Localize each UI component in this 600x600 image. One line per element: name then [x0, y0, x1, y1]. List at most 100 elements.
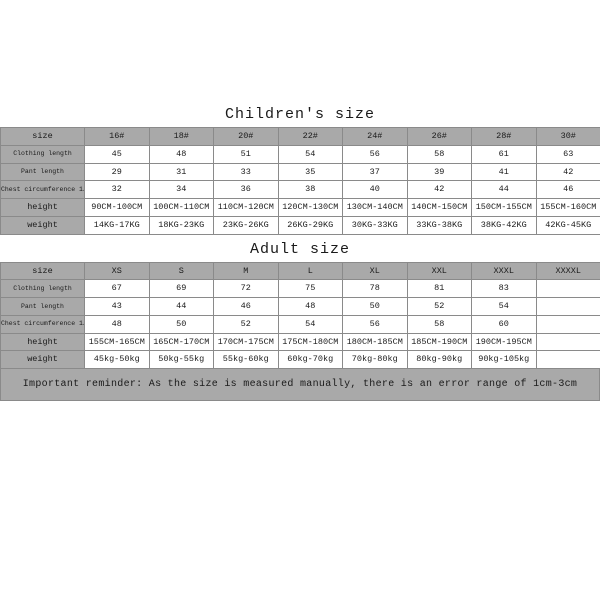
- table-cell: 48: [149, 145, 214, 163]
- children-clothing-row: Clothing length 45 48 51 54 56 58 61 63: [1, 145, 600, 163]
- table-cell: 50: [149, 315, 214, 333]
- table-cell: 90CM-100CM: [85, 199, 150, 217]
- children-chest-label: Chest circumference 1/2: [1, 181, 85, 199]
- table-cell: 46: [536, 181, 600, 199]
- table-cell: 180CM-185CM: [343, 333, 408, 351]
- table-cell: 110CM-120CM: [214, 199, 279, 217]
- table-cell: 81: [407, 280, 472, 298]
- table-cell: 83: [472, 280, 537, 298]
- table-cell: 175CM-180CM: [278, 333, 343, 351]
- children-height-row: height 90CM-100CM 100CM-110CM 110CM-120C…: [1, 199, 600, 217]
- table-cell: 52: [214, 315, 279, 333]
- table-cell: 50kg-55kg: [149, 351, 214, 369]
- table-cell: 36: [214, 181, 279, 199]
- table-cell: 72: [214, 280, 279, 298]
- table-cell: 43: [85, 298, 150, 316]
- table-cell: 42: [407, 181, 472, 199]
- children-pant-row: Pant length 29 31 33 35 37 39 41 42: [1, 163, 600, 181]
- table-cell: M: [214, 262, 279, 280]
- table-cell: 56: [343, 315, 408, 333]
- table-cell: 39: [407, 163, 472, 181]
- table-cell: 54: [278, 145, 343, 163]
- table-cell: XL: [343, 262, 408, 280]
- table-cell: 50: [343, 298, 408, 316]
- table-cell: 56: [343, 145, 408, 163]
- table-cell: 51: [214, 145, 279, 163]
- table-cell: 63: [536, 145, 600, 163]
- table-cell: 120CM-130CM: [278, 199, 343, 217]
- table-cell: L: [278, 262, 343, 280]
- table-cell: 60kg-70kg: [278, 351, 343, 369]
- adult-title: Adult size: [0, 235, 600, 262]
- table-cell: 35: [278, 163, 343, 181]
- table-cell: 34: [149, 181, 214, 199]
- table-cell: 40: [343, 181, 408, 199]
- adult-size-row: size XS S M L XL XXL XXXL XXXXL: [1, 262, 600, 280]
- table-cell: 80kg-90kg: [407, 351, 472, 369]
- table-cell: 58: [407, 315, 472, 333]
- table-cell: 32: [85, 181, 150, 199]
- table-cell: 45: [85, 145, 150, 163]
- table-cell: 30#: [536, 128, 600, 146]
- table-cell: 78: [343, 280, 408, 298]
- table-cell: 23KG-26KG: [214, 216, 279, 234]
- table-cell: 70kg-80kg: [343, 351, 408, 369]
- table-cell: XXXXL: [536, 262, 600, 280]
- table-cell: 61: [472, 145, 537, 163]
- children-chest-row: Chest circumference 1/2 32 34 36 38 40 4…: [1, 181, 600, 199]
- table-cell: 140CM-150CM: [407, 199, 472, 217]
- table-cell: 60: [472, 315, 537, 333]
- table-cell: 45kg-50kg: [85, 351, 150, 369]
- adult-clothing-row: Clothing length 67 69 72 75 78 81 83: [1, 280, 600, 298]
- table-cell: 44: [149, 298, 214, 316]
- table-cell: 20#: [214, 128, 279, 146]
- table-cell: 185CM-190CM: [407, 333, 472, 351]
- table-cell: [536, 351, 600, 369]
- table-cell: 42KG-45KG: [536, 216, 600, 234]
- adult-chest-row: Chest circumference 1/2 48 50 52 54 56 5…: [1, 315, 600, 333]
- children-clothing-label: Clothing length: [1, 145, 85, 163]
- table-cell: 38: [278, 181, 343, 199]
- table-cell: 75: [278, 280, 343, 298]
- table-cell: 38KG-42KG: [472, 216, 537, 234]
- table-cell: 22#: [278, 128, 343, 146]
- table-cell: 14KG-17KG: [85, 216, 150, 234]
- table-cell: 48: [278, 298, 343, 316]
- table-cell: [536, 298, 600, 316]
- adult-table: size XS S M L XL XXL XXXL XXXXL Clothing…: [0, 262, 600, 370]
- children-weight-row: weight 14KG-17KG 18KG-23KG 23KG-26KG 26K…: [1, 216, 600, 234]
- table-cell: 54: [278, 315, 343, 333]
- table-cell: [536, 333, 600, 351]
- table-cell: 44: [472, 181, 537, 199]
- table-cell: 28#: [472, 128, 537, 146]
- children-pant-label: Pant length: [1, 163, 85, 181]
- adult-chest-label: Chest circumference 1/2: [1, 315, 85, 333]
- table-cell: XXL: [407, 262, 472, 280]
- children-size-label: size: [1, 128, 85, 146]
- table-cell: 33KG-38KG: [407, 216, 472, 234]
- table-cell: 58: [407, 145, 472, 163]
- table-cell: 26#: [407, 128, 472, 146]
- adult-pant-row: Pant length 43 44 46 48 50 52 54: [1, 298, 600, 316]
- table-cell: 170CM-175CM: [214, 333, 279, 351]
- adult-weight-label: weight: [1, 351, 85, 369]
- reminder-text: Important reminder: As the size is measu…: [0, 369, 600, 401]
- adult-pant-label: Pant length: [1, 298, 85, 316]
- children-table: size 16# 18# 20# 22# 24# 26# 28# 30# Clo…: [0, 127, 600, 235]
- table-cell: 18#: [149, 128, 214, 146]
- children-size-row: size 16# 18# 20# 22# 24# 26# 28# 30#: [1, 128, 600, 146]
- table-cell: 150CM-155CM: [472, 199, 537, 217]
- table-cell: 31: [149, 163, 214, 181]
- table-cell: S: [149, 262, 214, 280]
- table-cell: 190CM-195CM: [472, 333, 537, 351]
- table-cell: 18KG-23KG: [149, 216, 214, 234]
- table-cell: 155CM-165CM: [85, 333, 150, 351]
- table-cell: 26KG-29KG: [278, 216, 343, 234]
- adult-clothing-label: Clothing length: [1, 280, 85, 298]
- table-cell: 46: [214, 298, 279, 316]
- table-cell: 24#: [343, 128, 408, 146]
- size-chart-canvas: Children's size size 16# 18# 20# 22# 24#…: [0, 100, 600, 401]
- children-title: Children's size: [0, 100, 600, 127]
- table-cell: [536, 280, 600, 298]
- children-height-label: height: [1, 199, 85, 217]
